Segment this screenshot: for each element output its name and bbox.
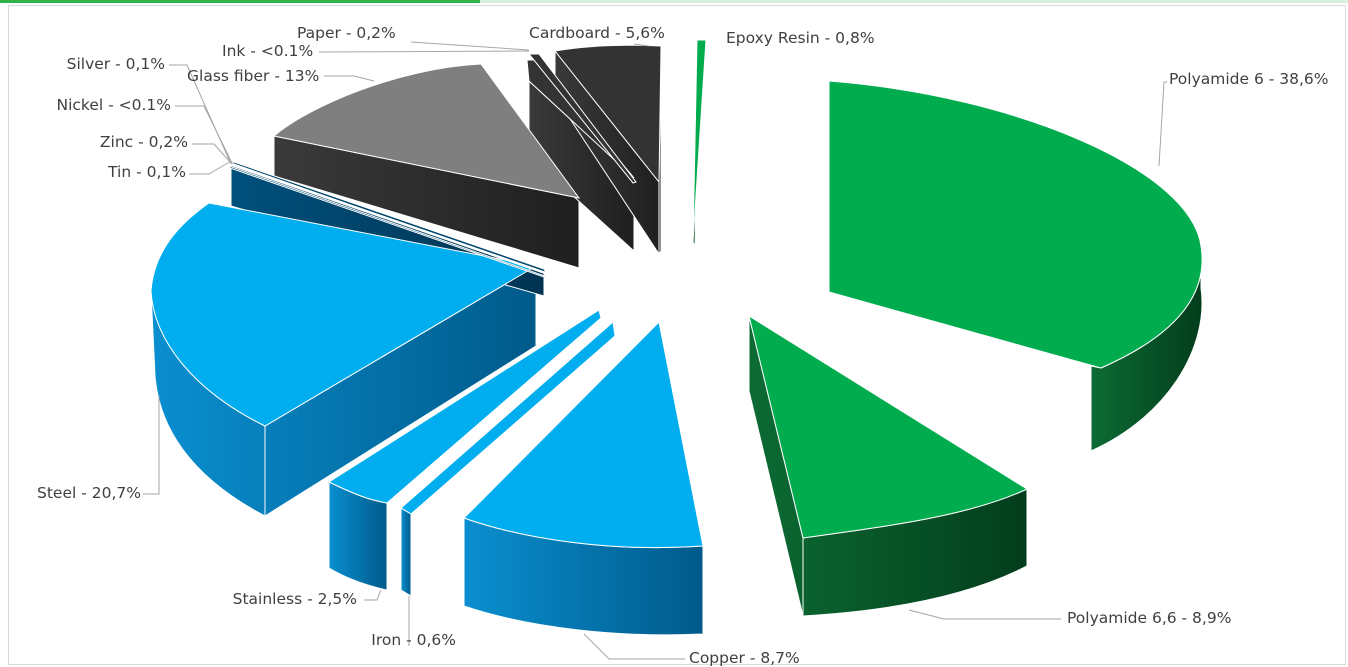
slice-nickel <box>229 163 548 275</box>
pie-slices <box>150 39 1203 636</box>
leader-polyamide-6 <box>1158 81 1167 167</box>
label-paper: Paper - 0,2% <box>297 24 396 42</box>
slice-paper <box>527 53 637 184</box>
leader-polyamide-6-6 <box>908 609 1061 620</box>
leader-cardboard <box>633 43 650 47</box>
leader-copper <box>583 633 685 660</box>
pie-chart: Polyamide 6 - 38,6% Polyamide 6,6 - 8,9% C… <box>37 24 1329 666</box>
leader-stainless <box>364 589 382 601</box>
slice-polyamide-6 <box>828 80 1203 369</box>
data-labels: Polyamide 6 - 38,6% Polyamide 6,6 - 8,9% C… <box>37 24 1329 666</box>
leader-paper <box>410 41 530 51</box>
slice-iron <box>400 321 616 515</box>
slice-side-iron <box>400 507 412 597</box>
slice-polyamide-6-6 <box>748 314 1029 539</box>
label-zinc: Zinc - 0,2% <box>100 133 188 151</box>
slice-epoxy-resin <box>692 39 707 243</box>
label-copper: Copper - 8,7% <box>689 649 800 666</box>
slice-silver <box>228 165 548 279</box>
leader-lines <box>143 41 1167 660</box>
label-iron: Iron - 0,6% <box>371 631 456 649</box>
label-ink: Ink - <0.1% <box>222 42 313 60</box>
label-epoxy-resin: Epoxy Resin - 0,8% <box>726 29 875 47</box>
label-tin: Tin - 0,1% <box>107 163 186 181</box>
leader-glass-fiber <box>324 75 375 82</box>
label-cardboard: Cardboard - 5,6% <box>529 24 665 42</box>
leader-steel <box>143 396 160 495</box>
leader-tin <box>189 160 232 175</box>
top-accent-bar <box>0 0 480 3</box>
slice-copper <box>463 320 704 549</box>
label-polyamide-6: Polyamide 6 - 38,6% <box>1169 70 1329 88</box>
label-polyamide-6-6: Polyamide 6,6 - 8,9% <box>1067 609 1231 627</box>
leader-zinc <box>192 143 232 164</box>
slice-cardboard <box>554 44 662 184</box>
slice-glass-fiber <box>272 63 581 199</box>
slice-steel <box>150 202 538 427</box>
top-accent-bar-light <box>480 0 1348 3</box>
label-nickel: Nickel - <0.1% <box>56 96 171 114</box>
chart-frame: Polyamide 6 - 38,6% Polyamide 6,6 - 8,9% C… <box>8 5 1346 666</box>
leader-ink <box>318 50 530 53</box>
label-stainless: Stainless - 2,5% <box>233 590 357 608</box>
slice-stainless <box>327 309 602 504</box>
label-glass-fiber: Glass fiber - 13% <box>187 67 319 85</box>
label-silver: Silver - 0,1% <box>67 55 165 73</box>
label-steel: Steel - 20,7% <box>37 484 141 502</box>
leader-nickel <box>175 105 233 164</box>
leader-silver <box>169 64 232 165</box>
